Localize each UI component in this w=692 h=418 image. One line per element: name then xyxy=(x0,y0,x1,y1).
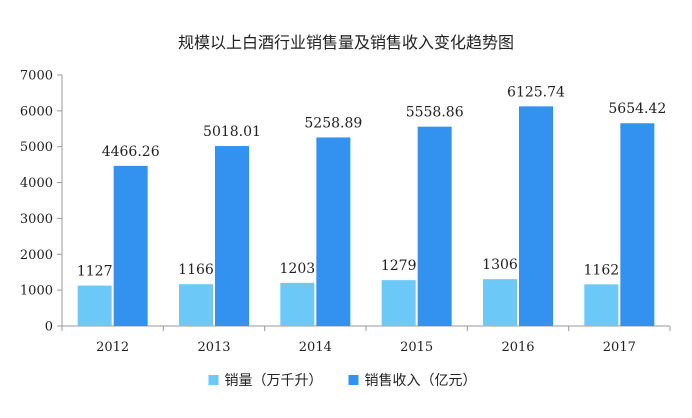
x-tick-label: 2014 xyxy=(299,340,332,355)
y-tick-label: 1000 xyxy=(20,284,53,299)
bar-sales-revenue xyxy=(620,123,655,326)
y-tick-label: 4000 xyxy=(20,176,53,191)
bar-sales-volume xyxy=(280,282,315,326)
y-tick-label: 6000 xyxy=(20,104,53,119)
legend-label: 销售收入（亿元） xyxy=(365,373,477,389)
bar-sales-volume xyxy=(483,279,517,326)
x-tick-label: 2016 xyxy=(501,340,534,355)
legend-label: 销量（万千升） xyxy=(225,373,323,389)
bar-sales-volume xyxy=(584,284,619,326)
x-tick-label: 2013 xyxy=(197,340,230,355)
bar-sales-revenue xyxy=(113,165,148,326)
data-label: 5654.42 xyxy=(608,101,666,117)
legend-swatch xyxy=(208,375,219,385)
bars xyxy=(77,106,655,326)
bar-sales-revenue xyxy=(417,126,452,326)
bar-sales-volume xyxy=(381,280,416,326)
y-tick-label: 0 xyxy=(45,320,53,335)
legend-swatch xyxy=(348,375,359,385)
bar-sales-revenue xyxy=(316,137,351,326)
axes: 0 1000 2000 3000 4000 5000 6000 7000 2012 2013 201… xyxy=(20,69,671,355)
data-label: 6125.74 xyxy=(507,84,565,100)
data-label: 1306 xyxy=(482,257,518,273)
y-tick-label: 3000 xyxy=(20,212,53,227)
data-labels: 1127 4466.26 1166 5018.01 1203 5258.89 1279 555… xyxy=(77,84,666,279)
legend: 销量（万千升） 销售收入（亿元） xyxy=(208,373,477,389)
data-label: 5558.86 xyxy=(406,105,464,121)
bar-sales-volume xyxy=(179,284,213,326)
y-tick-label: 7000 xyxy=(20,69,53,84)
data-label: 5258.89 xyxy=(304,115,362,131)
data-label: 4466.26 xyxy=(102,144,160,160)
data-label: 1162 xyxy=(584,262,620,278)
bar-sales-revenue xyxy=(215,146,249,326)
data-label: 1203 xyxy=(280,261,316,277)
data-label: 1279 xyxy=(381,258,417,274)
bar-sales-volume xyxy=(77,285,112,326)
bar-sales-revenue xyxy=(519,106,553,326)
x-tick-label: 2015 xyxy=(400,340,433,355)
x-tick-label: 2017 xyxy=(603,340,636,355)
chart-title: 规模以上白酒行业销售量及销售收入变化趋势图 xyxy=(178,33,514,52)
y-tick-label: 5000 xyxy=(20,140,53,155)
data-label: 5018.01 xyxy=(203,124,261,140)
data-label: 1127 xyxy=(77,264,113,280)
y-tick-label: 2000 xyxy=(20,248,53,263)
x-tick-label: 2012 xyxy=(96,340,129,355)
data-label: 1166 xyxy=(178,262,214,278)
